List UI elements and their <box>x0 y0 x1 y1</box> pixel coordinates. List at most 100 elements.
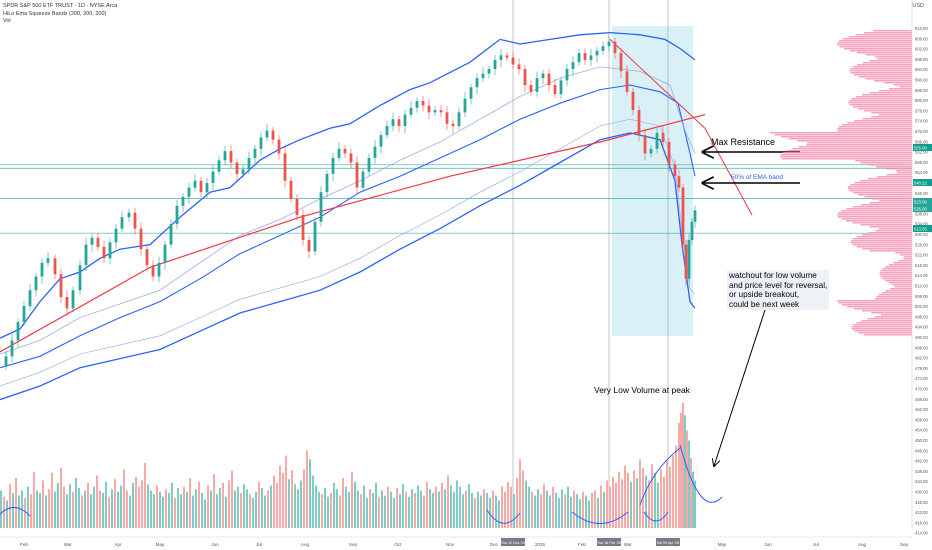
volume-bar <box>27 486 29 528</box>
price-tag-box <box>913 225 932 232</box>
profile-bar <box>874 80 912 82</box>
profile-bar <box>786 150 912 152</box>
candle-body <box>565 69 569 81</box>
time-tick-label: Jun <box>211 542 219 547</box>
candle-body <box>120 217 124 229</box>
profile-bar <box>849 104 912 106</box>
profile-bar <box>871 312 912 314</box>
time-tick-label: Feb <box>578 542 586 547</box>
volume-bar <box>390 491 392 528</box>
volume-bar <box>663 476 665 528</box>
volume-arc <box>486 509 521 524</box>
profile-bar <box>867 178 912 180</box>
volume-bar <box>477 491 479 528</box>
profile-bar <box>858 76 912 78</box>
volume-bar <box>114 479 116 528</box>
candle-body <box>205 183 209 193</box>
volume-bar <box>576 494 578 528</box>
volume-bar <box>579 499 581 528</box>
volume-bar <box>15 478 17 528</box>
candle-body <box>601 46 605 51</box>
profile-bar <box>876 166 912 168</box>
volume-bar <box>84 490 86 528</box>
volume-title: Vol <box>3 18 11 24</box>
profile-bar <box>781 136 912 138</box>
price-tag-box <box>913 198 932 205</box>
volume-bar <box>36 490 38 528</box>
volume-bar <box>177 488 179 528</box>
volume-bar <box>465 490 467 528</box>
volume-bar <box>603 491 605 528</box>
candle-body <box>34 276 38 291</box>
volume-bar <box>531 491 533 528</box>
price-tick-label: 442.00 <box>915 459 928 464</box>
highlight-zone <box>612 26 693 336</box>
profile-bar <box>851 328 912 330</box>
volume-bar <box>633 470 635 528</box>
profile-bar <box>837 130 912 132</box>
volume-bar <box>540 494 542 528</box>
volume-bar <box>549 495 551 528</box>
volume-bar <box>636 478 638 528</box>
price-tag-label: 523.00 <box>914 200 927 205</box>
volume-bar <box>489 498 491 528</box>
candle-body <box>114 228 118 243</box>
volume-bar <box>354 481 356 528</box>
profile-bar <box>862 310 912 312</box>
candle-body <box>559 80 563 95</box>
volume-bar <box>657 483 659 528</box>
profile-bar <box>847 186 912 188</box>
volume-bar <box>168 493 170 528</box>
time-tick-label: Feb <box>20 542 28 547</box>
volume-bar <box>228 480 230 528</box>
price-tick-label: 414.00 <box>915 531 928 536</box>
price-tick-label: 466.00 <box>915 397 928 402</box>
volume-bar <box>39 493 41 528</box>
profile-bar <box>881 292 912 294</box>
volume-bar <box>216 494 218 528</box>
volume-bar <box>351 471 353 528</box>
candle-body <box>307 240 311 252</box>
symbol-title: SPDR S&P 500 ETF TRUST · 1D · NYSE Arca <box>3 3 118 9</box>
candle-body <box>157 262 161 277</box>
profile-bar <box>865 54 912 56</box>
volume-bar <box>396 488 398 528</box>
candle-body <box>343 148 347 154</box>
candle-body <box>687 240 691 279</box>
time-tick-label: Aug <box>858 542 867 547</box>
candle-body <box>59 274 63 298</box>
volume-bar <box>678 423 680 528</box>
volume-bar <box>682 403 684 528</box>
candle-body <box>337 148 341 158</box>
profile-bar <box>848 36 912 38</box>
profile-bar <box>876 296 912 298</box>
volume-bar <box>606 480 608 528</box>
volume-bar <box>435 486 437 528</box>
candles <box>4 35 697 371</box>
candle-body <box>355 162 359 188</box>
volume-bar <box>666 460 668 528</box>
price-tick-label: 518.00 <box>915 263 928 268</box>
volume-bar <box>432 493 434 528</box>
volume-bar <box>306 450 308 528</box>
candle-body <box>391 119 395 127</box>
price-tick-label: 478.00 <box>915 366 928 371</box>
price-tick-label: 490.00 <box>915 335 928 340</box>
profile-bar <box>841 218 912 220</box>
profile-bar <box>904 256 912 258</box>
candle-body <box>499 55 503 60</box>
volume-bar <box>18 495 20 528</box>
volume-bar <box>492 490 494 528</box>
volume-bar <box>686 430 688 528</box>
profile-bar <box>875 56 912 58</box>
volume-bar <box>132 483 134 528</box>
profile-bar <box>857 108 912 110</box>
volume-bar <box>324 488 326 528</box>
profile-bar <box>851 98 912 100</box>
candle-body <box>433 110 437 113</box>
volume-bar <box>468 484 470 528</box>
time-tick-label: Dec <box>490 542 499 547</box>
volume-bar <box>684 415 686 528</box>
candle-body <box>40 262 44 277</box>
